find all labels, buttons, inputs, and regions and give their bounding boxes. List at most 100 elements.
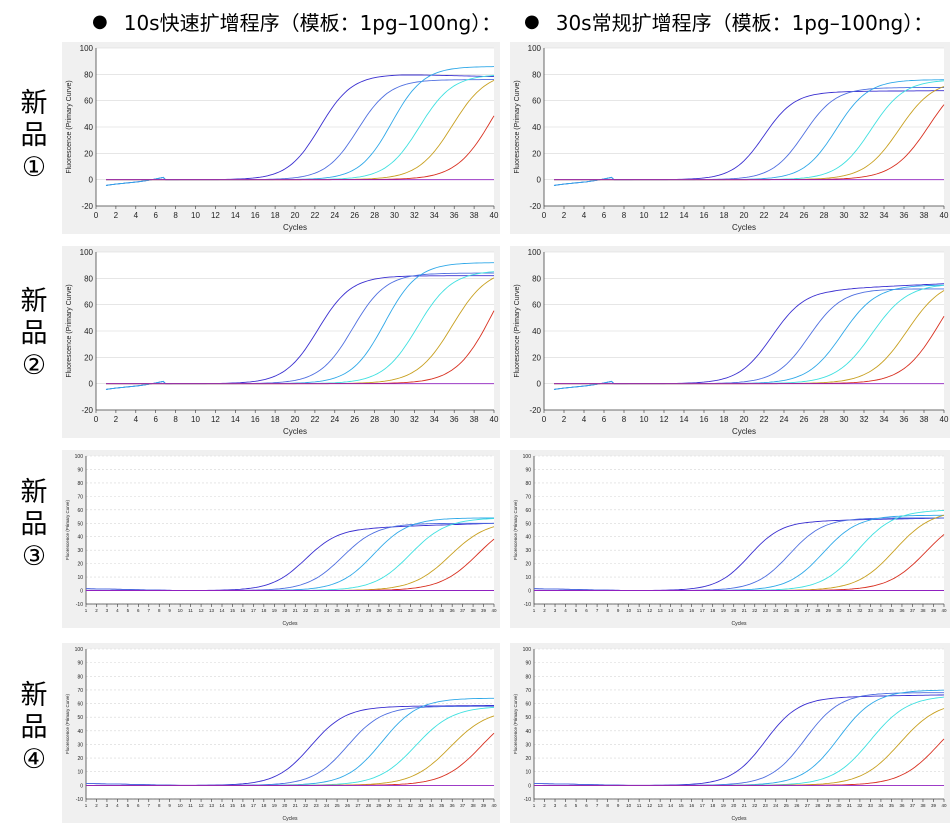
x-tick-label: 22 bbox=[310, 415, 319, 424]
left-header: ● 10s快速扩增程序（模板：1pg–100ng）： bbox=[92, 4, 501, 38]
y-tick-label: 80 bbox=[77, 674, 83, 680]
x-tick-label: 8 bbox=[173, 211, 178, 220]
x-tick-label: 18 bbox=[261, 608, 267, 613]
x-tick-label: 0 bbox=[94, 211, 99, 220]
y-tick-label: 90 bbox=[525, 467, 531, 473]
y-tick-label: 60 bbox=[84, 97, 93, 106]
y-axis-title: Fluorescence (Primary Curve) bbox=[514, 284, 521, 377]
x-tick-label: 28 bbox=[820, 211, 829, 220]
y-tick-label: -20 bbox=[81, 202, 93, 211]
x-axis-title: Cycles bbox=[731, 816, 747, 822]
x-tick-label: 8 bbox=[622, 211, 627, 220]
x-tick-label: 20 bbox=[291, 211, 300, 220]
x-tick-label: 19 bbox=[272, 803, 278, 808]
y-tick-label: 0 bbox=[80, 589, 83, 595]
x-tick-label: 1 bbox=[533, 608, 536, 613]
y-tick-label: -10 bbox=[76, 797, 83, 803]
row-label-line: 品 bbox=[20, 120, 48, 151]
x-tick-label: 12 bbox=[647, 803, 653, 808]
x-tick-label: 33 bbox=[418, 803, 424, 808]
x-tick-label: 33 bbox=[868, 803, 874, 808]
x-tick-label: 11 bbox=[188, 608, 193, 613]
y-tick-label: 0 bbox=[528, 589, 531, 595]
y-tick-label: 60 bbox=[77, 508, 83, 514]
x-tick-label: 26 bbox=[800, 211, 809, 220]
x-tick-label: 8 bbox=[606, 803, 609, 808]
y-tick-label: 50 bbox=[77, 715, 83, 721]
x-tick-label: 34 bbox=[878, 608, 884, 613]
x-axis-title: Cycles bbox=[282, 816, 298, 822]
y-tick-label: 60 bbox=[525, 508, 531, 514]
x-tick-label: 26 bbox=[794, 803, 800, 808]
x-tick-label: 2 bbox=[114, 415, 119, 424]
x-tick-label: 16 bbox=[700, 415, 709, 424]
x-tick-label: 18 bbox=[710, 608, 716, 613]
x-tick-label: 26 bbox=[350, 211, 359, 220]
x-tick-label: 30 bbox=[840, 211, 849, 220]
row-label-line: 新 bbox=[20, 286, 48, 317]
x-axis-title: Cycles bbox=[732, 427, 756, 436]
x-tick-label: 24 bbox=[330, 211, 339, 220]
x-tick-label: 14 bbox=[219, 803, 225, 808]
y-axis-title: Fluorescence (Primary Curve) bbox=[65, 693, 70, 754]
x-tick-label: 36 bbox=[900, 211, 909, 220]
x-tick-label: 25 bbox=[335, 803, 341, 808]
x-tick-label: 34 bbox=[430, 415, 439, 424]
x-tick-label: 5 bbox=[575, 803, 578, 808]
y-tick-label: 100 bbox=[528, 44, 542, 53]
amplification-curve-2 bbox=[86, 705, 494, 786]
left-header-text: 10s快速扩增程序（模板：1pg–100ng）： bbox=[123, 10, 502, 35]
x-tick-label: 10 bbox=[640, 211, 649, 220]
x-tick-label: 8 bbox=[158, 608, 161, 613]
right-header-text: 30s常规扩增程序（模板：1pg–100ng）： bbox=[555, 10, 934, 35]
x-tick-label: 9 bbox=[168, 803, 171, 808]
chart-panel-r1-left: -20 0 20 40 60 80 100 0 2 4 6 8 10 12 14 16 18 20 22 24 26 28… bbox=[62, 42, 500, 234]
x-tick-label: 32 bbox=[408, 803, 414, 808]
x-tick-label: 4 bbox=[582, 415, 587, 424]
x-tick-label: 32 bbox=[857, 608, 863, 613]
chart-panel-r3-right: -10 0 10 20 30 40 50 60 70 80 90 100 1 2 3 4 5 6 7 8 9 10 11 12… bbox=[510, 450, 950, 628]
x-tick-label: 8 bbox=[622, 415, 627, 424]
y-tick-label: -10 bbox=[524, 602, 531, 608]
x-tick-label: 27 bbox=[805, 608, 811, 613]
x-tick-label: 20 bbox=[282, 608, 288, 613]
y-tick-label: -20 bbox=[529, 406, 541, 415]
x-tick-label: 14 bbox=[680, 415, 689, 424]
x-tick-label: 6 bbox=[585, 803, 588, 808]
x-tick-label: 27 bbox=[355, 803, 361, 808]
x-tick-label: 4 bbox=[134, 211, 139, 220]
x-tick-label: 4 bbox=[564, 803, 567, 808]
y-tick-label: 100 bbox=[523, 454, 532, 460]
x-tick-label: 15 bbox=[230, 608, 236, 613]
row-label-line: 新 bbox=[20, 680, 48, 711]
x-tick-label: 3 bbox=[106, 803, 109, 808]
x-tick-label: 22 bbox=[752, 803, 758, 808]
x-tick-label: 38 bbox=[920, 415, 929, 424]
x-tick-label: 40 bbox=[940, 211, 949, 220]
y-axis-title: Fluorescence (Primary Curve) bbox=[514, 80, 521, 173]
x-tick-label: 16 bbox=[689, 803, 695, 808]
x-tick-label: 32 bbox=[857, 803, 863, 808]
x-tick-label: 17 bbox=[251, 803, 257, 808]
x-tick-label: 4 bbox=[116, 608, 119, 613]
x-tick-label: 12 bbox=[199, 608, 205, 613]
x-tick-label: 0 bbox=[542, 211, 547, 220]
x-tick-label: 16 bbox=[251, 415, 260, 424]
x-tick-label: 30 bbox=[836, 608, 842, 613]
y-tick-label: 10 bbox=[77, 770, 83, 776]
x-tick-label: 11 bbox=[637, 608, 642, 613]
row-label-4: 新 品 ④ bbox=[14, 680, 54, 776]
y-tick-label: 20 bbox=[532, 149, 541, 158]
x-tick-label: 18 bbox=[720, 211, 729, 220]
x-tick-label: 22 bbox=[752, 608, 758, 613]
x-tick-label: 22 bbox=[303, 608, 309, 613]
row-label-line: 品 bbox=[20, 318, 48, 349]
x-tick-label: 20 bbox=[731, 803, 737, 808]
x-tick-label: 38 bbox=[920, 803, 926, 808]
x-tick-label: 14 bbox=[219, 608, 225, 613]
y-tick-label: 60 bbox=[84, 301, 93, 310]
x-tick-label: 23 bbox=[314, 803, 320, 808]
x-tick-label: 37 bbox=[910, 608, 916, 613]
x-tick-label: 31 bbox=[397, 608, 403, 613]
